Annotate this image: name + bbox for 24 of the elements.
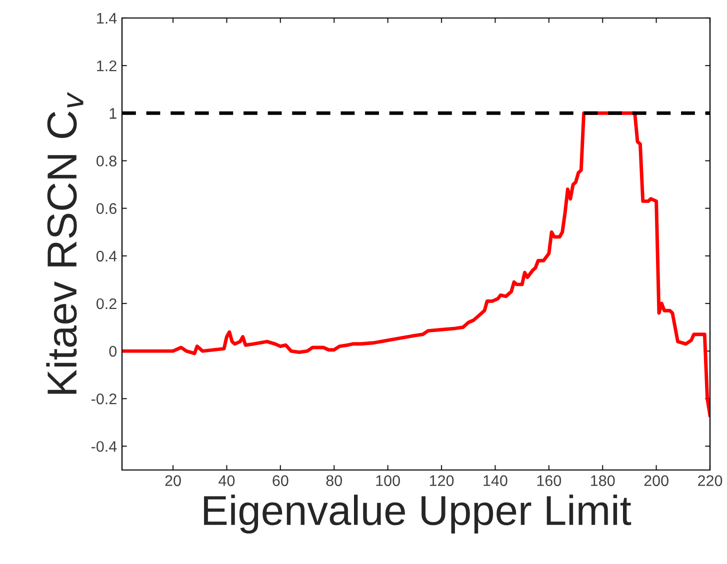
y-tick-label: 0.6 [96, 203, 116, 214]
x-tick-label: 140 [484, 475, 508, 486]
x-tick-label: 200 [644, 475, 668, 486]
y-tick-label: 0.8 [96, 156, 116, 166]
y-tick-label: 0.4 [96, 250, 117, 262]
line-series [122, 111, 710, 418]
x-tick-label: 100 [376, 475, 400, 486]
x-tick-label: 20 [165, 475, 181, 486]
y-tick-label: 1 [110, 108, 116, 119]
y-tick-label: 1.2 [97, 60, 116, 72]
y-tick-label: -0.2 [91, 394, 116, 404]
y-axis-title: Kitaev RSCN C$_{v}$ [46, 92, 84, 394]
x-tick-label: 80 [326, 475, 342, 486]
x-tick-label: 40 [218, 475, 235, 486]
x-tick-label: 60 [272, 475, 288, 486]
y-tick-label: 0.2 [96, 298, 116, 310]
y-tick-label: -0.4 [91, 441, 117, 452]
y-tick-label: 1.4 [97, 13, 117, 24]
x-tick-label: 120 [430, 475, 454, 486]
x-tick-label: 220 [698, 475, 722, 486]
x-tick-label: 160 [537, 475, 562, 486]
x-tick-label: 180 [591, 475, 615, 486]
x-axis-title: Eigenvalue Upper Limit [204, 494, 632, 534]
y-tick-label: 0 [109, 346, 117, 357]
